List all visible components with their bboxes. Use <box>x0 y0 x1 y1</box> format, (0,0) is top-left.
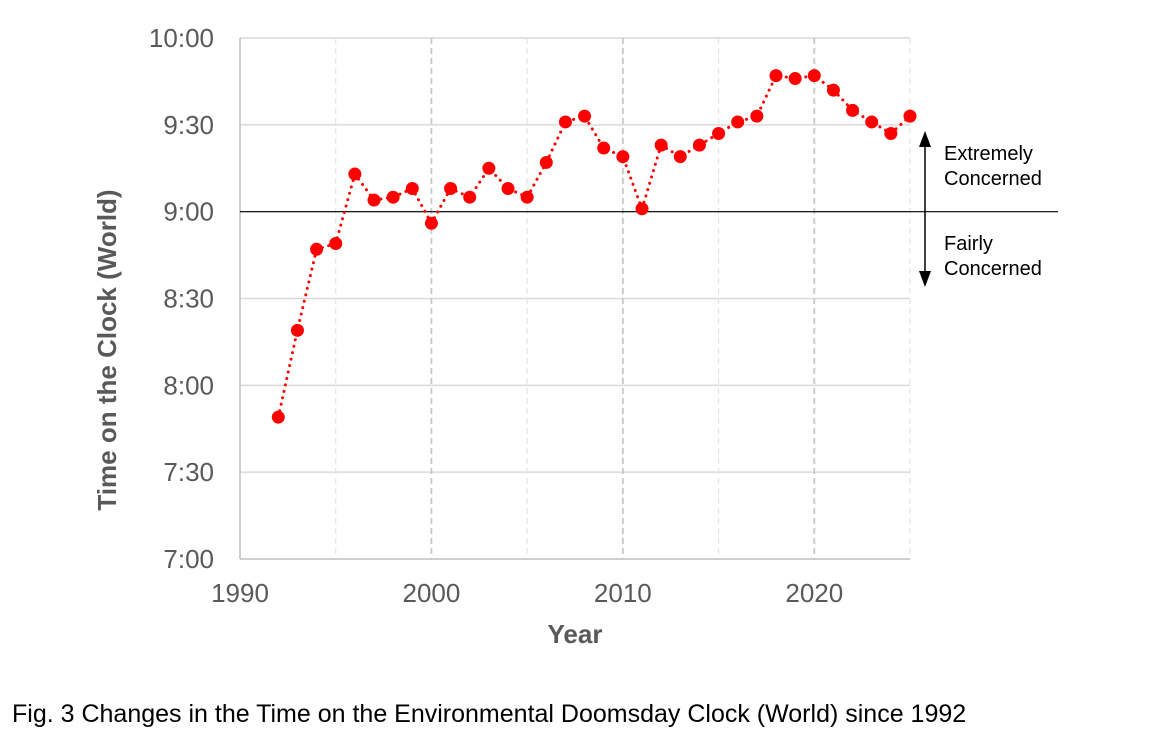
data-point-2019 <box>788 72 802 86</box>
data-point-1999 <box>405 182 419 196</box>
doomsday-clock-chart: 7:00 7:30 8:00 8:30 9:00 9:30 10:00 1990 2000 201… <box>92 23 1058 649</box>
data-point-2022 <box>846 103 860 117</box>
data-point-2000 <box>424 216 438 230</box>
data-point-2018 <box>769 69 783 83</box>
data-point-2006 <box>539 155 553 169</box>
data-point-2007 <box>558 115 572 129</box>
data-point-2008 <box>578 109 592 123</box>
annotation-concerned-lower: Concerned <box>944 258 1042 280</box>
y-tick-label-2: 8:00 <box>163 370 214 400</box>
data-point-2005 <box>520 190 534 204</box>
data-point-1995 <box>329 237 343 251</box>
x-tick-label-2020: 2020 <box>785 578 843 608</box>
series-line <box>276 73 912 419</box>
data-series <box>271 69 917 424</box>
data-point-1998 <box>386 190 400 204</box>
annotation-extremely: Extremely <box>944 143 1033 165</box>
data-point-2012 <box>654 138 668 152</box>
data-point-2025 <box>903 109 917 123</box>
data-point-1997 <box>367 193 381 207</box>
data-point-1993 <box>290 323 304 337</box>
up-arrow-icon <box>919 131 931 147</box>
data-point-2023 <box>865 115 879 129</box>
down-arrow-icon <box>919 271 931 287</box>
y-tick-label-5: 9:30 <box>163 110 214 140</box>
y-tick-label-4: 9:00 <box>163 197 214 227</box>
data-point-2010 <box>616 150 630 164</box>
annotation-concerned-upper: Concerned <box>944 168 1042 190</box>
data-point-2001 <box>444 182 458 196</box>
axes <box>239 38 910 560</box>
tick-labels: 7:00 7:30 8:00 8:30 9:00 9:30 10:00 1990 2000 201… <box>149 23 843 608</box>
y-tick-label-6: 10:00 <box>149 23 214 53</box>
data-point-2017 <box>750 109 764 123</box>
concern-annotations: Extremely Concerned Fairly Concerned <box>919 131 1042 287</box>
data-point-2014 <box>692 138 706 152</box>
y-tick-label-1: 7:30 <box>163 457 214 487</box>
data-point-2003 <box>482 161 496 175</box>
x-axis-title: Year <box>548 619 603 649</box>
data-point-2020 <box>807 69 821 83</box>
data-point-2004 <box>501 182 515 196</box>
data-point-1992 <box>271 410 285 424</box>
figure-caption: Fig. 3 Changes in the Time on the Enviro… <box>12 700 967 728</box>
data-point-1996 <box>348 167 362 181</box>
annotation-fairly: Fairly <box>944 233 993 255</box>
data-point-2011 <box>635 202 649 216</box>
data-point-2016 <box>731 115 745 129</box>
data-point-1994 <box>310 242 324 256</box>
x-tick-label-1990: 1990 <box>211 578 269 608</box>
data-point-2021 <box>826 83 840 97</box>
data-point-2013 <box>673 150 687 164</box>
x-tick-label-2000: 2000 <box>403 578 461 608</box>
x-tick-label-2010: 2010 <box>594 578 652 608</box>
y-tick-label-3: 8:30 <box>163 284 214 314</box>
data-point-2002 <box>463 190 477 204</box>
data-point-2015 <box>712 127 726 141</box>
data-point-2009 <box>597 141 611 155</box>
data-point-2024 <box>884 127 898 141</box>
y-axis-title: Time on the Clock (World) <box>92 189 122 510</box>
grid-lines <box>240 37 911 559</box>
y-tick-label-0: 7:00 <box>163 544 214 574</box>
